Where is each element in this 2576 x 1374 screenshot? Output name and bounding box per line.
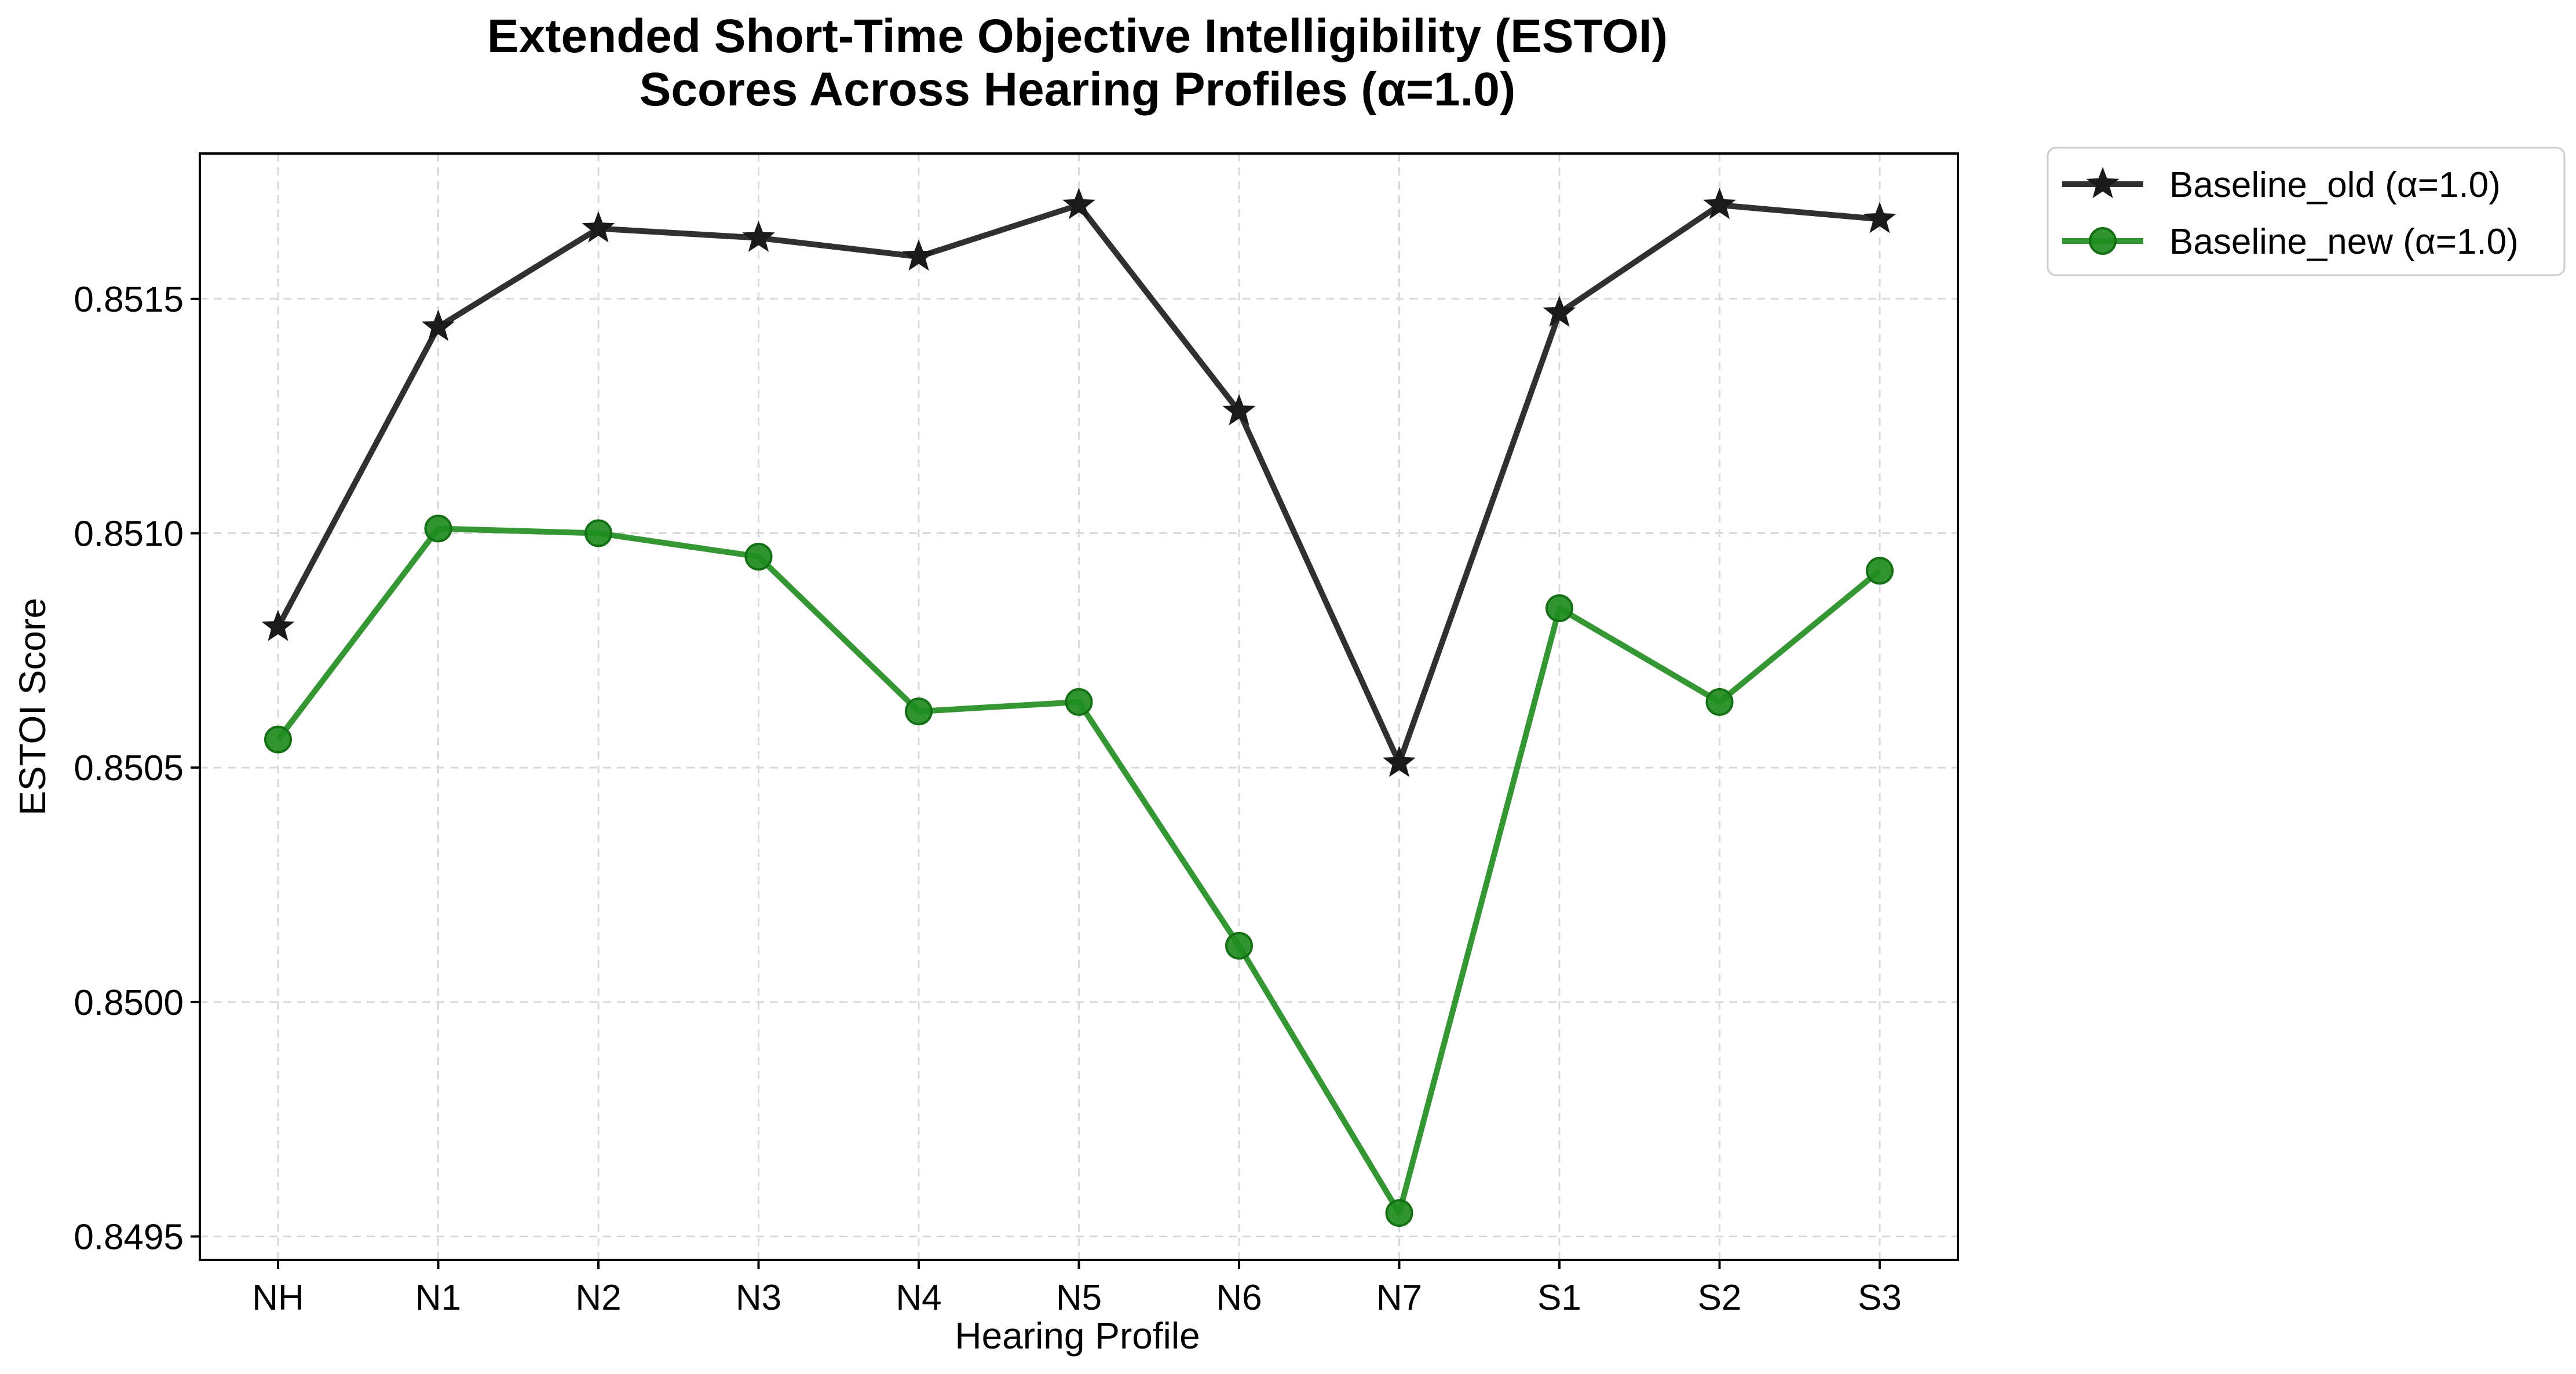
data-point: [1065, 688, 1093, 716]
x-tick-label: N2: [575, 1278, 621, 1318]
data-point: [1062, 188, 1095, 220]
legend-item: Baseline_old (α=1.0): [2062, 165, 2501, 205]
data-point: [1866, 557, 1894, 585]
x-tick-label: N5: [1056, 1278, 1102, 1318]
data-point: [1705, 688, 1734, 716]
chart-title-line-2: Scores Across Hearing Profiles (α=1.0): [640, 63, 1516, 116]
chart-title: Extended Short-Time Objective Intelligib…: [487, 10, 1668, 116]
series-line: [275, 202, 1880, 766]
y-tick-label: 0.8515: [74, 280, 184, 320]
data-point: [584, 519, 612, 547]
data-point: [1383, 746, 1416, 777]
y-axis-label: ESTOI Score: [12, 598, 53, 816]
x-tick-label: N3: [736, 1278, 781, 1318]
x-tick-label: NH: [252, 1278, 304, 1318]
y-tick-label: 0.8500: [74, 983, 184, 1023]
legend-label: Baseline_new (α=1.0): [2169, 222, 2519, 262]
x-tick-label: S2: [1698, 1278, 1742, 1318]
data-point: [1222, 394, 1256, 426]
data-point: [422, 309, 455, 341]
grid: [200, 154, 1958, 1260]
legend-frame: [2047, 147, 2566, 276]
data-point: [1863, 202, 1897, 233]
series-layer: [261, 188, 1897, 1227]
y-tick-label: 0.8505: [74, 748, 184, 788]
data-point: [1385, 1199, 1413, 1227]
data-point: [1545, 594, 1573, 623]
y-tick-label: 0.8495: [74, 1218, 184, 1258]
series-2: [264, 514, 1894, 1227]
series-1: [261, 188, 1897, 777]
data-point: [264, 725, 292, 754]
x-tick-label: N4: [896, 1278, 941, 1318]
y-axis: 0.8495 0.8500 0.8505 0.8510 0.8515: [74, 280, 200, 1258]
legend: Baseline_old (α=1.0) Baseline_new (α=1.0): [2047, 147, 2566, 276]
data-point: [905, 697, 933, 726]
x-tick-label: S1: [1537, 1278, 1581, 1318]
data-point: [582, 211, 615, 243]
x-axis-label: Hearing Profile: [955, 1315, 1200, 1357]
x-tick-label: S3: [1858, 1278, 1902, 1318]
x-tick-label: N1: [415, 1278, 461, 1318]
data-point: [902, 239, 936, 271]
data-point: [1703, 188, 1736, 220]
legend-label: Baseline_old (α=1.0): [2169, 165, 2501, 205]
data-point: [261, 609, 295, 641]
x-tick-label: N6: [1216, 1278, 1262, 1318]
legend-swatch-marker: [2089, 227, 2117, 255]
y-tick-label: 0.8510: [74, 514, 184, 554]
legend-item: Baseline_new (α=1.0): [2062, 222, 2519, 262]
data-point: [424, 514, 452, 543]
data-point: [1543, 295, 1576, 327]
x-axis: NH N1 N2 N3 N4 N5 N6 N7 S1 S2 S3: [252, 1260, 1902, 1318]
chart-title-line-1: Extended Short-Time Objective Intelligib…: [487, 10, 1668, 63]
data-point: [1225, 931, 1253, 960]
data-point: [742, 220, 775, 252]
data-point: [744, 543, 773, 571]
x-tick-label: N7: [1376, 1278, 1422, 1318]
legend-swatch-marker: [2086, 167, 2120, 199]
